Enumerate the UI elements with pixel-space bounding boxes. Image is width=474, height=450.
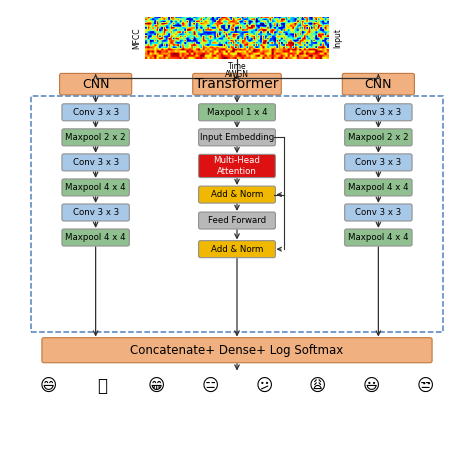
Text: 🙂: 🙂 (97, 377, 108, 395)
FancyBboxPatch shape (62, 154, 129, 171)
Text: AWGN: AWGN (225, 70, 249, 79)
FancyBboxPatch shape (199, 104, 275, 121)
Text: MFCC: MFCC (132, 27, 141, 49)
Text: Maxpool 4 x 4: Maxpool 4 x 4 (348, 233, 409, 242)
Text: 😒: 😒 (417, 377, 434, 395)
FancyBboxPatch shape (62, 104, 129, 121)
FancyBboxPatch shape (62, 229, 129, 246)
FancyBboxPatch shape (345, 179, 412, 196)
FancyBboxPatch shape (345, 204, 412, 221)
Text: Conv 3 x 3: Conv 3 x 3 (355, 158, 401, 167)
Text: Maxpool 4 x 4: Maxpool 4 x 4 (348, 183, 409, 192)
FancyBboxPatch shape (199, 212, 275, 229)
FancyBboxPatch shape (62, 129, 129, 146)
Text: 😕: 😕 (255, 377, 273, 395)
FancyBboxPatch shape (199, 186, 275, 203)
FancyBboxPatch shape (42, 338, 432, 363)
Text: CNN: CNN (365, 77, 392, 90)
Text: Conv 3 x 3: Conv 3 x 3 (73, 108, 119, 117)
FancyBboxPatch shape (62, 204, 129, 221)
Text: Conv 3 x 3: Conv 3 x 3 (73, 158, 119, 167)
Text: CNN: CNN (82, 77, 109, 90)
FancyBboxPatch shape (199, 129, 275, 146)
Text: Conv 3 x 3: Conv 3 x 3 (355, 108, 401, 117)
Text: Add & Norm: Add & Norm (211, 245, 263, 254)
Text: Maxpool 1 x 4: Maxpool 1 x 4 (207, 108, 267, 117)
FancyBboxPatch shape (193, 73, 281, 95)
Text: Maxpool 4 x 4: Maxpool 4 x 4 (65, 183, 126, 192)
Text: Maxpool 2 x 2: Maxpool 2 x 2 (348, 133, 409, 142)
Text: 😄: 😄 (40, 377, 57, 395)
Text: 😩: 😩 (309, 377, 327, 395)
FancyBboxPatch shape (345, 129, 412, 146)
Text: Maxpool 4 x 4: Maxpool 4 x 4 (65, 233, 126, 242)
Text: Add & Norm: Add & Norm (211, 190, 263, 199)
FancyBboxPatch shape (199, 154, 275, 178)
Text: Concatenate+ Dense+ Log Softmax: Concatenate+ Dense+ Log Softmax (130, 344, 344, 357)
FancyBboxPatch shape (345, 154, 412, 171)
Bar (31, 96, 443, 333)
FancyBboxPatch shape (199, 241, 275, 258)
Text: Conv 3 x 3: Conv 3 x 3 (73, 208, 119, 217)
Text: 😃: 😃 (363, 377, 380, 395)
Text: Multi-Head
Attention: Multi-Head Attention (214, 156, 260, 176)
Text: Input: Input (333, 28, 342, 48)
FancyBboxPatch shape (345, 229, 412, 246)
Text: Feed Forward: Feed Forward (208, 216, 266, 225)
Text: 😁: 😁 (147, 377, 165, 395)
Text: Maxpool 2 x 2: Maxpool 2 x 2 (65, 133, 126, 142)
Text: Conv 3 x 3: Conv 3 x 3 (355, 208, 401, 217)
Text: 😑: 😑 (201, 377, 219, 395)
Text: Input Embedding: Input Embedding (200, 133, 274, 142)
FancyBboxPatch shape (342, 73, 414, 95)
FancyBboxPatch shape (62, 179, 129, 196)
FancyBboxPatch shape (60, 73, 132, 95)
Text: Transformer: Transformer (195, 77, 279, 91)
Text: Time: Time (228, 63, 246, 72)
FancyBboxPatch shape (345, 104, 412, 121)
